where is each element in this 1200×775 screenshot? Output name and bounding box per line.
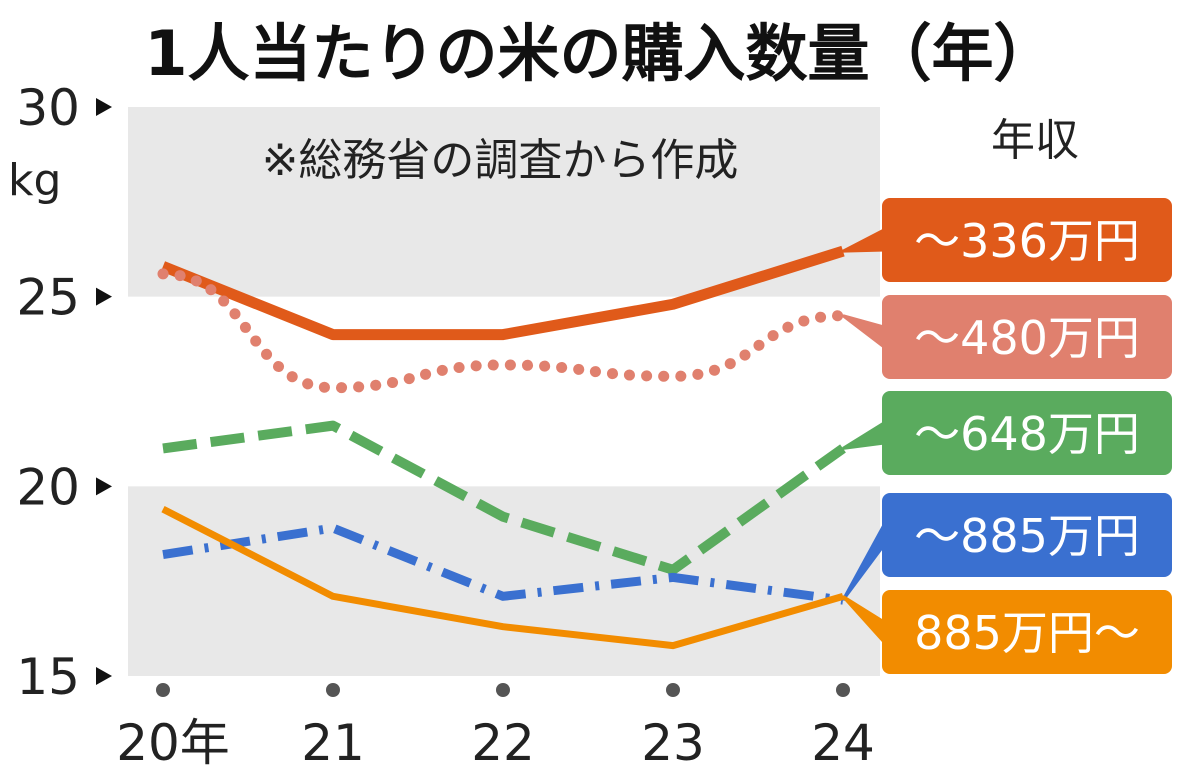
legend-connector: [843, 423, 884, 448]
x-tick-dot: [326, 683, 340, 697]
x-tick-label: 23: [641, 714, 705, 771]
y-tick-label: 15: [16, 648, 80, 706]
x-tick-label: 22: [471, 714, 535, 771]
legend-label: ～885万円: [914, 509, 1140, 563]
y-tick-label: 25: [16, 269, 80, 327]
legend-label: ～480万円: [914, 311, 1140, 365]
y-tick-arrow: [96, 98, 112, 116]
y-tick-label: 30: [16, 79, 80, 137]
chart-title: 1人当たりの米の購入数量（年）: [144, 17, 1055, 90]
y-unit-label: kg: [8, 155, 61, 206]
legend-title: 年収: [991, 115, 1079, 166]
legend-label: ～648万円: [914, 407, 1140, 461]
legend-connector: [843, 316, 884, 347]
y-tick-arrow: [96, 288, 112, 306]
y-tick-label: 20: [16, 458, 80, 516]
x-tick-dot: [836, 683, 850, 697]
chart-note: ※総務省の調査から作成: [262, 135, 739, 186]
x-tick-dot: [496, 683, 510, 697]
legend-label: 885万円～: [914, 606, 1140, 660]
x-tick-dot: [156, 683, 170, 697]
x-tick-label: 20年: [116, 714, 230, 771]
x-tick-label: 21: [301, 714, 365, 771]
legend-label: ～336万円: [914, 214, 1140, 268]
x-tick-dot: [666, 683, 680, 697]
y-tick-arrow: [96, 477, 112, 495]
y-tick-arrow: [96, 667, 112, 685]
x-tick-label: 24: [811, 714, 875, 771]
